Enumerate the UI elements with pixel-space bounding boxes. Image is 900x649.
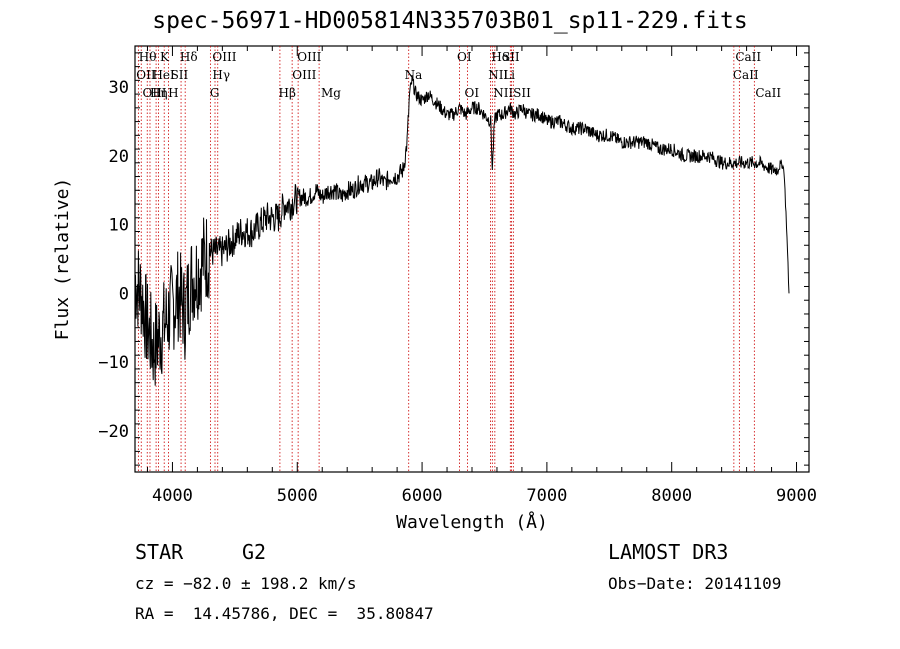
line-label-2: HeI	[152, 68, 175, 82]
subclass: G2	[242, 540, 267, 564]
x-tick-label: 9000	[776, 486, 817, 506]
chart-title: spec-56971-HD005814N335703B01_sp11-229.f…	[152, 8, 748, 34]
spectrum-line	[134, 75, 790, 386]
line-label-15: Mg	[321, 86, 341, 100]
line-label-8: Hδ	[180, 50, 198, 64]
y-tick-label: 0	[119, 284, 129, 304]
x-axis-label: Wavelength (Å)	[396, 511, 548, 533]
line-label-13: OIII	[297, 50, 321, 64]
line-label-5: K	[160, 50, 170, 64]
x-tick-label: 8000	[651, 486, 692, 506]
object-class: STAR	[135, 540, 184, 564]
line-label-6: H	[168, 86, 178, 100]
line-label-26: CaII	[755, 86, 781, 100]
redshift-velocity: cz = −82.0 ± 198.2 km/s	[135, 574, 357, 593]
line-label-20: SII	[502, 50, 520, 64]
line-label-16: Na	[405, 68, 423, 82]
y-axis-label: Flux (relative)	[52, 178, 73, 341]
plot-frame	[134, 45, 810, 473]
coordinates: RA = 14.45786, DEC = 35.80847	[135, 604, 434, 623]
y-axis: −20 −10 0 10 20 30	[98, 52, 809, 466]
line-label-9: OIII	[212, 50, 236, 64]
line-label-21: NII	[488, 68, 508, 82]
line-label-1: OII	[136, 68, 156, 82]
y-tick-label: −10	[98, 353, 129, 373]
spectrum-series	[134, 75, 790, 386]
line-label-19: Hα	[491, 50, 510, 64]
line-label-14: OIII	[292, 68, 316, 82]
line-label-22: Li	[503, 68, 515, 82]
line-label-4: Hη	[150, 86, 168, 100]
x-tick-label: 6000	[402, 486, 443, 506]
line-label-18: OI	[465, 86, 480, 100]
x-tick-label: 4000	[152, 486, 193, 506]
y-tick-label: 10	[109, 216, 129, 236]
survey-name: LAMOST DR3	[608, 540, 729, 564]
line-label-24: CaII	[735, 50, 761, 64]
line-label-12: Hβ	[279, 86, 296, 100]
line-label-10: Hγ	[212, 68, 230, 82]
line-label-17: OI	[457, 50, 472, 64]
x-tick-label: 5000	[277, 486, 318, 506]
line-label-23: NIISII	[493, 86, 531, 100]
line-label-7: SII	[171, 68, 189, 82]
x-tick-label: 7000	[526, 486, 567, 506]
y-tick-label: 30	[109, 78, 129, 98]
y-tick-label: −20	[98, 422, 129, 442]
line-label-11: G	[210, 86, 220, 100]
line-label-3: OIII	[142, 86, 166, 100]
x-axis: 4000 5000 6000 7000 8000 9000	[146, 46, 817, 506]
y-tick-label: 20	[109, 147, 129, 167]
line-label-25: CaII	[733, 68, 759, 82]
observation-date: Obs−Date: 20141109	[608, 574, 782, 593]
emission-line-markers	[137, 46, 755, 472]
line-label-0: Hθ	[139, 50, 157, 64]
